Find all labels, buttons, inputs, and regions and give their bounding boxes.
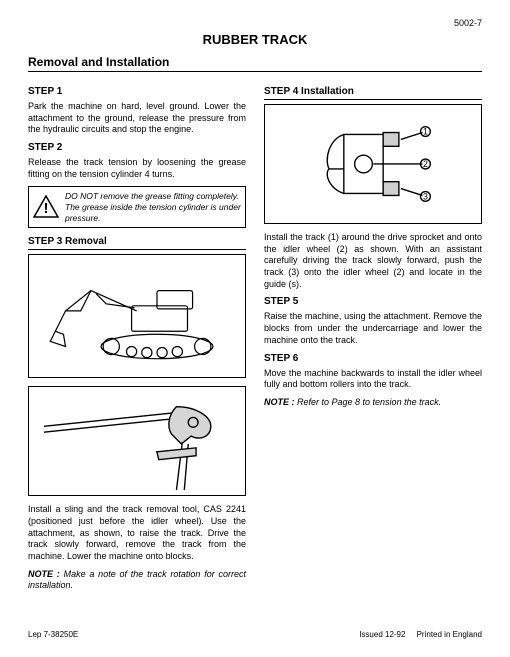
step6-text: Move the machine backwards to install th… [264,368,482,391]
step1-text: Park the machine on hard, level ground. … [28,101,246,136]
excavator-drawing-icon [35,255,238,377]
step2-heading: STEP 2 [28,142,246,153]
left-column: STEP 1 Park the machine on hard, level g… [28,80,246,600]
page-number: 5002-7 [28,18,482,28]
footer-issued: Issued 12-92 [359,630,405,639]
callout-2: 2 [423,159,428,169]
step5-text: Raise the machine, using the attachment.… [264,311,482,346]
figure-removal-tool [28,386,246,496]
footer-left: Lep 7-38250E [28,630,78,639]
step2-text: Release the track tension by loosening t… [28,157,246,180]
footer-right-group: Issued 12-92 Printed in England [359,630,482,639]
callout-1: 1 [423,126,428,136]
warning-text: DO NOT remove the grease fitting complet… [65,191,241,223]
step6-heading: STEP 6 [264,353,482,364]
svg-text:!: ! [44,200,49,217]
step5-heading: STEP 5 [264,296,482,307]
removal-tool-drawing-icon [39,387,235,495]
section-title: Removal and Installation [28,55,482,72]
figure-excavator [28,254,246,378]
note2-label: NOTE : [264,397,295,407]
footer-printed: Printed in England [417,630,482,639]
note2: NOTE : Refer to Page 8 to tension the tr… [264,397,482,409]
step4-heading: STEP 4 Installation [264,86,482,100]
main-title: RUBBER TRACK [28,32,482,47]
step3-text: Install a sling and the track removal to… [28,504,246,562]
note1-label: NOTE : [28,569,60,579]
step3-heading: STEP 3 Removal [28,236,246,250]
install-drawing-icon: 1 2 3 [275,105,472,223]
note2-text: Refer to Page 8 to tension the track. [295,397,442,407]
step1-heading: STEP 1 [28,86,246,97]
note1: NOTE : Make a note of the track rotation… [28,569,246,592]
figure-installation: 1 2 3 [264,104,482,224]
right-column: STEP 4 Installation 1 2 3 Ins [264,80,482,600]
warning-triangle-icon: ! [33,195,59,219]
two-column-layout: STEP 1 Park the machine on hard, level g… [28,80,482,600]
step4-text: Install the track (1) around the drive s… [264,232,482,290]
warning-box: ! DO NOT remove the grease fitting compl… [28,186,246,228]
callout-3: 3 [423,191,428,201]
note1-text: Make a note of the track rotation for co… [28,569,246,591]
page-footer: Lep 7-38250E Issued 12-92 Printed in Eng… [28,630,482,639]
